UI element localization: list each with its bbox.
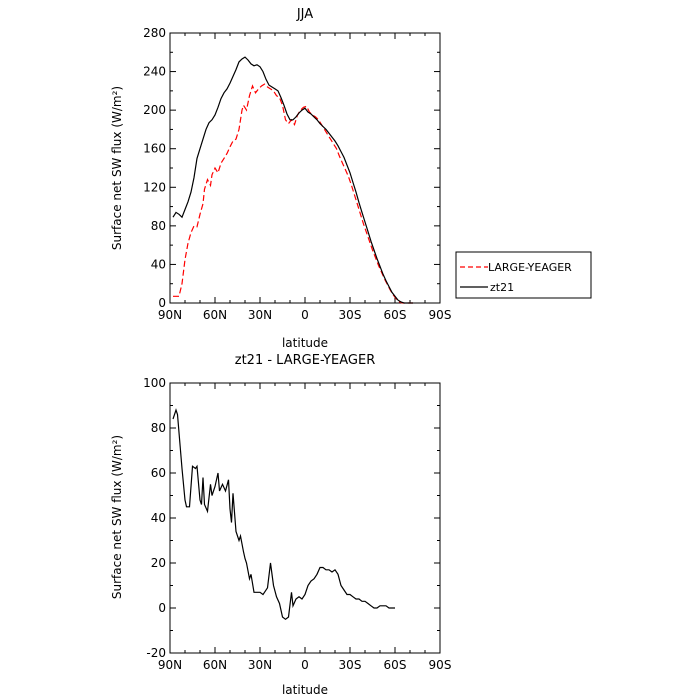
legend-label-zt21: zt21 [490,281,514,294]
series-line-difference [172,408,395,621]
y-tick-label: 200 [143,103,166,117]
series-line-zt21 [172,56,413,304]
x-tick-label: 30N [248,308,272,322]
x-tick-label: 30N [248,658,272,672]
y-tick-label: 40 [151,257,166,271]
x-tick-label: 90S [429,308,452,322]
x-tick-label: 0 [301,658,309,672]
top-plot-area: 90N 60N 30N 0 30S 60S 90S 0 40 80 120 160 200 240 280 [143,26,451,322]
x-tick-label: 90N [158,308,182,322]
x-tick-label: 60S [384,308,407,322]
top-legend: LARGE-YEAGER zt21 [455,251,592,299]
x-tick-label: 60S [384,658,407,672]
x-tick-label: 30S [339,308,362,322]
x-tick-label: 60N [203,658,227,672]
legend-label-large-yeager: LARGE-YEAGER [488,261,572,274]
y-tick-label: 120 [143,180,166,194]
x-tick-label: 60N [203,308,227,322]
bottom-chart-title: zt21 - LARGE-YEAGER [235,353,375,368]
bottom-chart: zt21 - LARGE-YEAGER 90N 60N 30N 0 30S 60S 90S -… [110,353,451,697]
bottom-x-axis-title: latitude [282,683,328,697]
y-tick-label: 0 [158,296,166,310]
x-tick-label: 0 [301,308,309,322]
y-tick-label: 80 [151,421,166,435]
y-tick-label: 0 [158,601,166,615]
series-line-large-yeager [173,83,413,304]
top-y-axis-title: Surface net SW flux (W/m²) [110,86,124,250]
y-tick-label: 240 [143,65,166,79]
y-tick-label: 100 [143,376,166,390]
x-tick-label: 30S [339,658,362,672]
bottom-y-axis-title: Surface net SW flux (W/m²) [110,435,124,599]
y-tick-label: -20 [146,646,166,660]
y-tick-label: 280 [143,26,166,40]
plot-frame [169,382,441,654]
y-tick-label: 60 [151,466,166,480]
plot-frame [169,32,441,304]
y-tick-label: 80 [151,219,166,233]
x-tick-label: 90N [158,658,182,672]
y-tick-label: 40 [151,511,166,525]
x-tick-label: 90S [429,658,452,672]
top-x-axis-title: latitude [282,336,328,350]
y-tick-label: 160 [143,142,166,156]
top-chart-title: JJA [296,7,313,22]
bottom-plot-area: 90N 60N 30N 0 30S 60S 90S -20 0 20 40 60 80 100 [143,376,451,672]
legend-box [455,251,592,299]
top-chart: JJA 90N 60N 30N 0 30S 60S 90S 0 40 80 120 160 200 240… [110,7,592,350]
y-tick-label: 20 [151,556,166,570]
